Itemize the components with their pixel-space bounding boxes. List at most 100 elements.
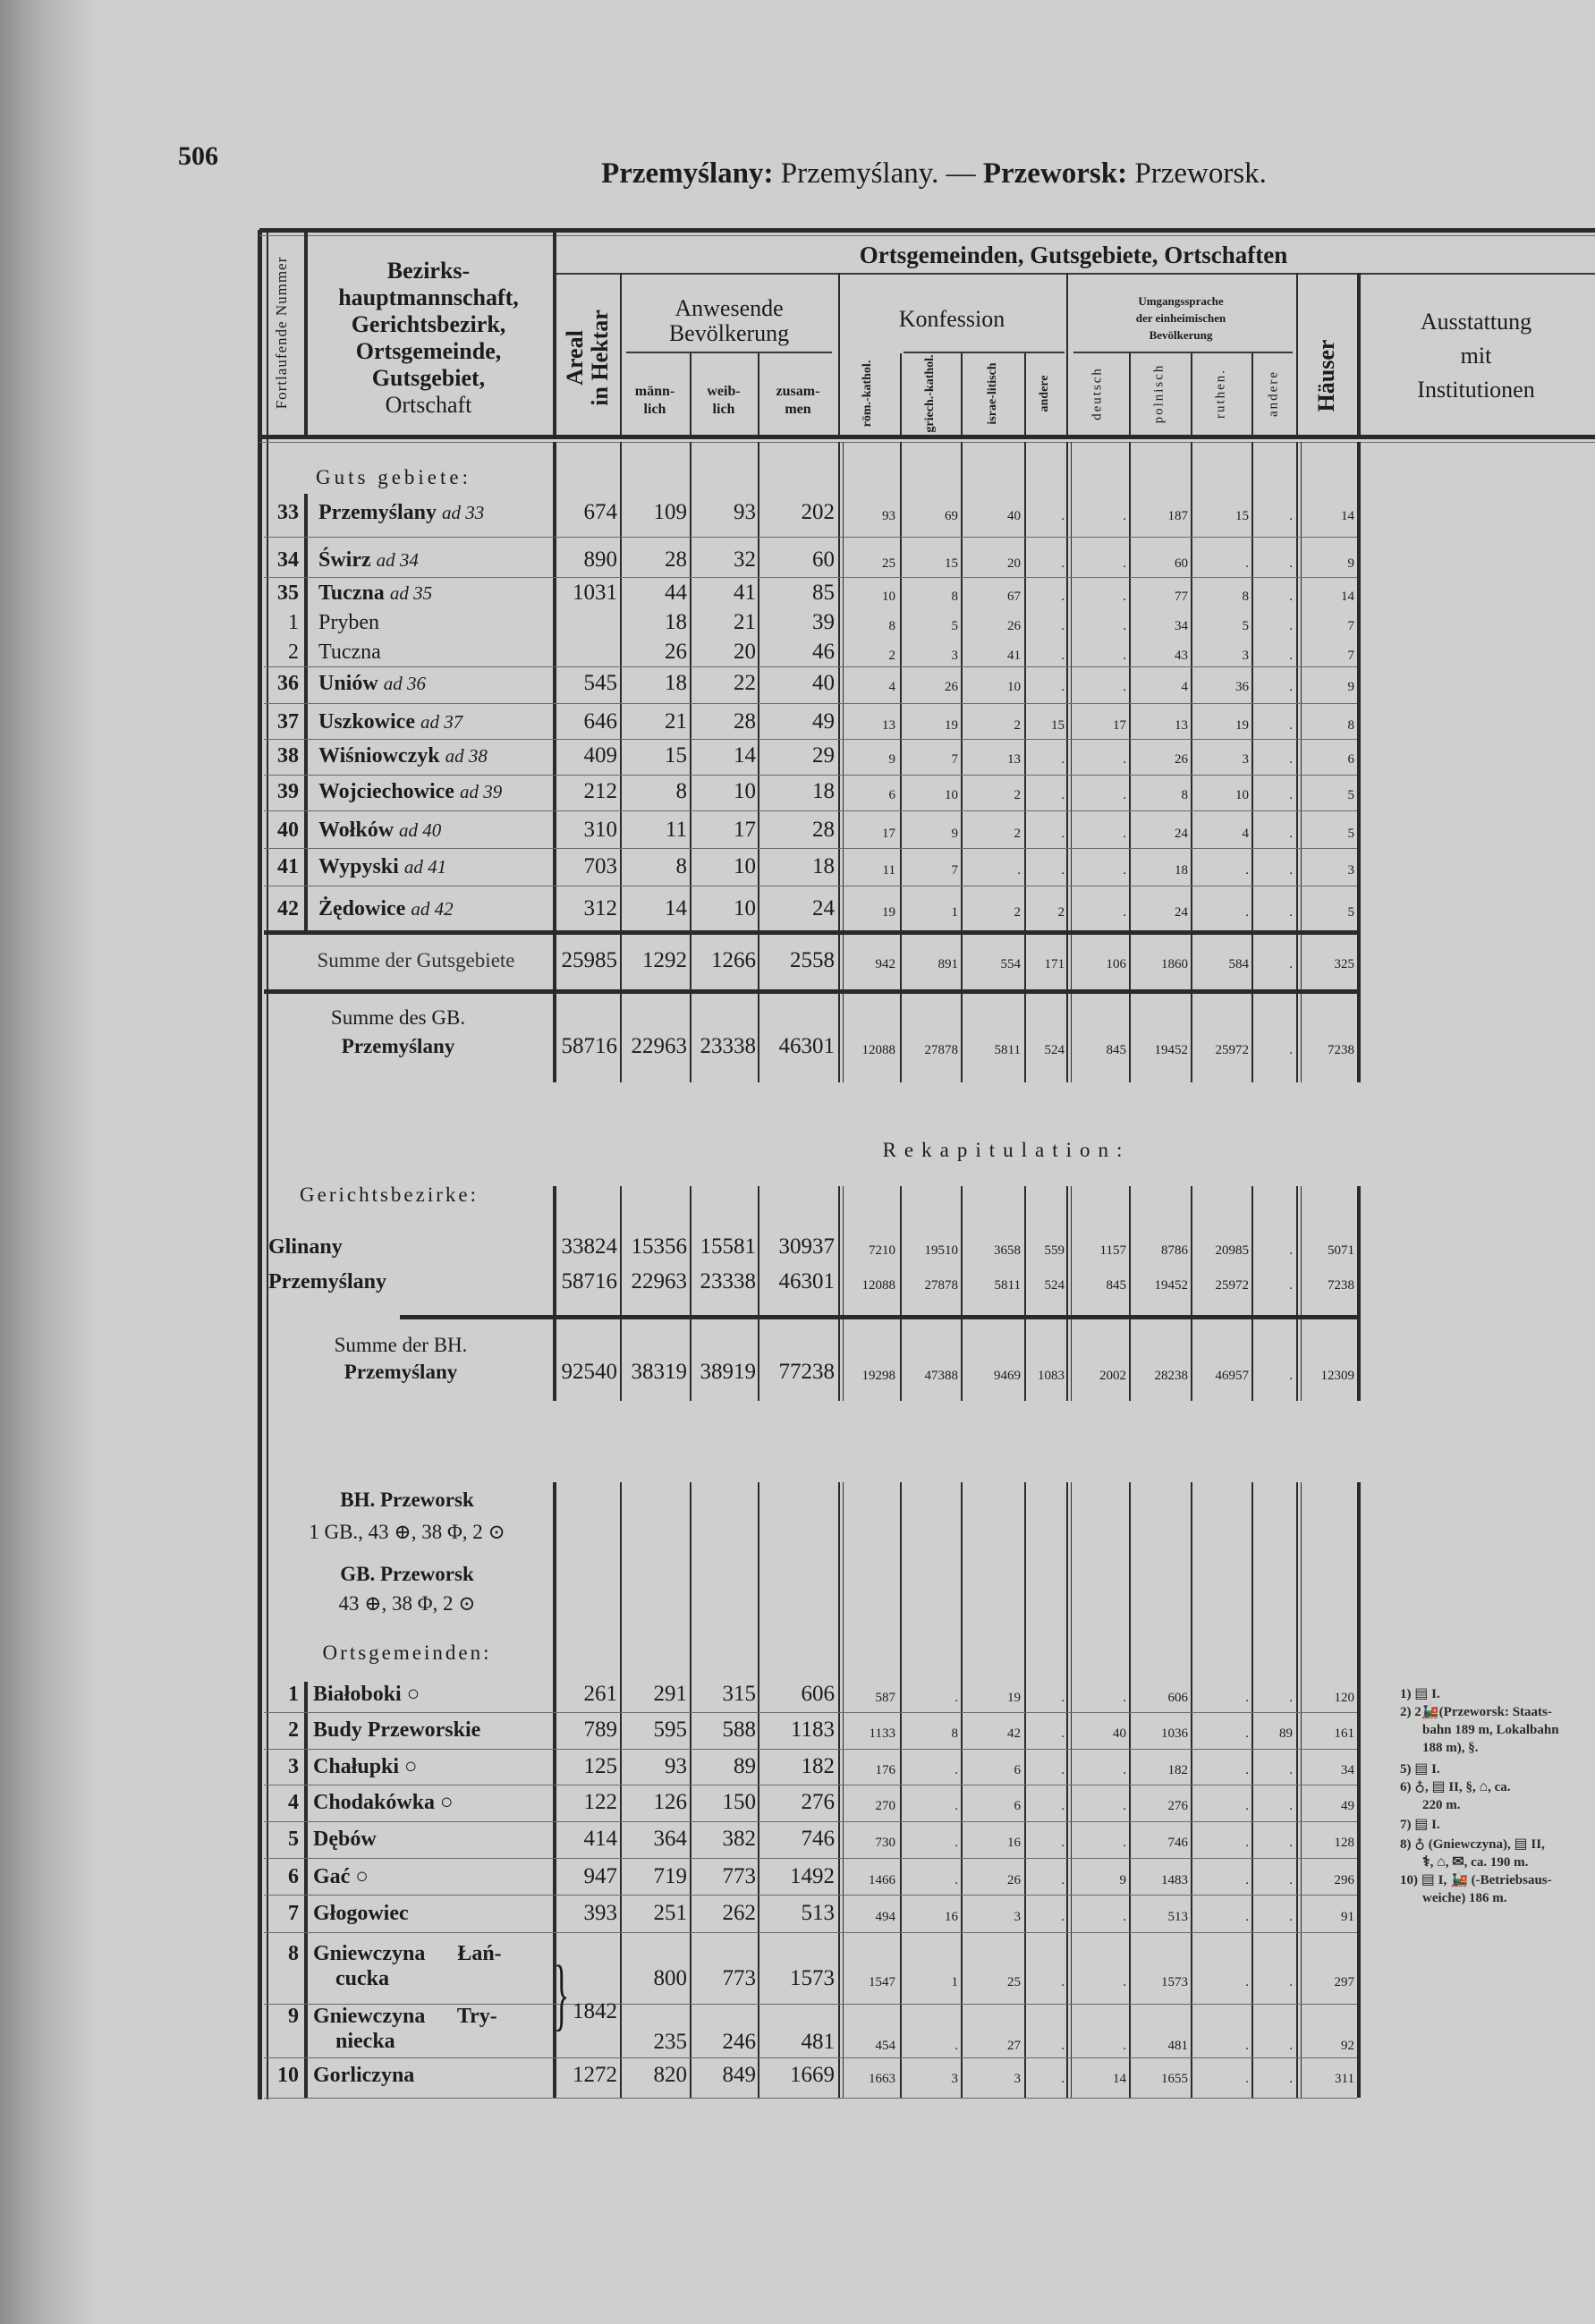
cell-value: 2 [1014,905,1022,920]
column-rule [961,1482,963,2098]
cell-value: 7 [951,863,959,878]
cell-value: . [1289,752,1293,767]
cell-value: 21 [665,709,687,734]
nr-name-rule [304,1682,308,2098]
row-rule [259,442,1595,443]
row-number: 1 [288,611,299,634]
cell-value: . [1289,589,1293,604]
school-icon: ▤ [1414,1761,1429,1777]
school-icon: ▤ [1514,1836,1528,1852]
cell-value: 28 [812,818,835,842]
column-rule [1301,1482,1302,2098]
cell-value: 513 [1167,1910,1189,1924]
cell-value: 19298 [861,1369,896,1383]
cell-value: 19 [1007,1691,1021,1705]
cell-value: . [954,1836,958,1850]
cell-value: . [1289,680,1293,694]
scan-edge [0,0,98,2324]
header-sprache-col: deutsch [1090,367,1105,420]
cell-value: . [1289,509,1293,523]
place-name: Gniewczyna Try- [313,2005,497,2028]
place-name: Dębów [313,1828,377,1851]
cell-value: 1 [951,1975,959,1989]
cell-value: 3 [1014,1910,1022,1924]
cell-value: . [1245,2039,1249,2053]
cell-value: 10 [945,788,958,802]
row-number: 42 [277,897,299,920]
cell-value: 719 [653,1864,688,1888]
cell-value: 8 [1347,718,1355,733]
cell-value: . [1289,1836,1293,1850]
cell-value: . [1061,1691,1065,1705]
cell-value: 10 [734,779,756,803]
table-left-border [258,230,262,2099]
cell-value: 524 [1044,1043,1065,1057]
cell-value: . [1123,649,1126,663]
header-pop-col: zusam- [776,384,820,399]
column-rule [838,442,840,1082]
cell-value: 17 [882,827,895,841]
header-rule [1066,273,1068,435]
place-name: cucka [335,1967,389,1990]
cell-value: 513 [801,1901,836,1925]
cell-value: 22963 [631,1034,688,1058]
cell-value: . [1289,863,1293,878]
cell-value: 85 [812,581,835,605]
cell-value: 60 [812,547,835,572]
cell-value: 22 [734,671,756,695]
cell-value: 942 [875,957,896,971]
header-nr: Fortlaufende Nummer [273,256,290,410]
cell-value: . [1289,1873,1293,1887]
header-rule [838,273,840,435]
column-rule [838,1482,840,2098]
cell-value: 14 [665,896,687,920]
sum-bh-label-1: Summe der BH. [334,1334,468,1356]
train-icon: 🚂 [1421,1704,1439,1719]
cell-value: 25985 [561,948,618,972]
ad-reference: ad 42 [411,898,454,920]
row-number: 3 [288,1755,299,1778]
cell-value: 703 [583,854,618,878]
footnote-text: II, §, [1445,1780,1480,1794]
cell-value: . [1061,589,1065,604]
place-name-text: Wojciechowice [318,780,454,803]
footnote-line: bahn 189 m, Lokalbahn [1422,1721,1559,1739]
cell-value: . [954,2039,958,2053]
cell-value: 1483 [1161,1873,1188,1887]
header-name-line: Bezirks- [386,258,471,284]
cell-value: 26 [665,640,687,664]
cell-value: 18 [665,671,687,695]
header-sprache-line: Bevölkerung [1149,328,1213,342]
header-name-line: Gerichtsbezirk, [351,311,506,337]
cell-value: 1133 [869,1726,895,1741]
footnote-text: I. [1428,1762,1440,1777]
footnote-line: 2) 2🚂(Przeworsk: Staats- [1400,1703,1552,1721]
cell-value: 2 [1014,788,1022,802]
column-rule [620,1186,622,1401]
cell-value: 28 [734,709,756,734]
cell-value: 19452 [1154,1278,1189,1293]
column-rule [1301,442,1302,1082]
cell-value: 559 [1044,1243,1065,1258]
cell-value: 296 [1334,1873,1355,1887]
cell-value: . [954,1873,958,1887]
cell-value: 19 [945,718,958,733]
footnote-text: I. [1428,1818,1440,1832]
cell-value: 125 [583,1754,618,1778]
column-rule [1191,442,1192,1082]
cell-value: . [1289,957,1293,971]
header-rule [1129,353,1131,435]
cell-value: 1466 [869,1873,895,1887]
cell-value: 41 [734,581,756,605]
cell-value: 28238 [1154,1369,1189,1383]
cell-value: 481 [801,2030,836,2054]
cell-value: 171 [1044,957,1065,971]
cell-value: . [1289,649,1293,663]
cell-value: . [1061,1799,1065,1813]
cell-value: 382 [722,1827,757,1851]
cell-value: . [1123,619,1126,633]
cell-value: . [1289,2072,1293,2086]
cell-value: 15 [1235,509,1249,523]
cell-value: 18 [812,779,835,803]
place-name-text: Wołków [318,818,395,842]
